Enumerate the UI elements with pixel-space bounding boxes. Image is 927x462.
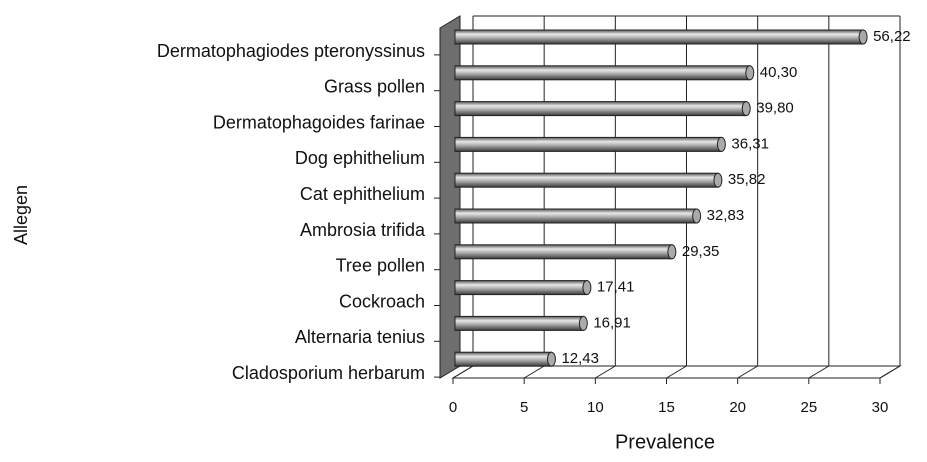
y-tick-label: Grass pollen xyxy=(324,77,425,97)
bar-cap xyxy=(667,244,677,260)
bar-cap xyxy=(582,280,592,296)
tick-mark xyxy=(808,365,830,379)
data-label: 35,82 xyxy=(728,171,766,188)
y-tick-label: Dog ephithelium xyxy=(295,148,425,168)
bar-cap xyxy=(858,29,868,45)
bar-cap xyxy=(716,136,726,152)
data-label: 16,91 xyxy=(593,314,631,331)
bar-cap xyxy=(578,315,588,331)
tick-mark xyxy=(666,365,687,379)
data-label: 40,30 xyxy=(760,64,798,81)
bar-cap xyxy=(546,351,556,367)
bar xyxy=(454,101,747,117)
y-tick-label: Dermatophagiodes pteronyssinus xyxy=(157,41,425,61)
data-label: 32,83 xyxy=(707,207,745,224)
data-label: 29,35 xyxy=(682,243,720,260)
bar xyxy=(454,208,698,224)
bar xyxy=(454,351,552,367)
x-tick-label: 10 xyxy=(587,399,604,416)
x-tick-label: 5 xyxy=(520,399,528,416)
bar-cap xyxy=(745,65,755,81)
bar-cap xyxy=(741,101,751,117)
tick-mark xyxy=(737,365,758,379)
data-label: 36,31 xyxy=(731,135,769,152)
x-tick-label: 30 xyxy=(872,399,889,416)
y-tick-label: Cladosporium herbarum xyxy=(232,363,425,383)
y-tick-label: Tree pollen xyxy=(336,256,425,276)
bar xyxy=(454,244,673,260)
y-tick-label: Alternaria tenius xyxy=(295,327,425,347)
x-axis-title: Prevalence xyxy=(615,431,715,453)
tick-mark xyxy=(879,365,901,379)
tick-mark xyxy=(523,365,545,379)
y-tick-label: Dermatophagoides farinae xyxy=(213,112,425,132)
bar-cap xyxy=(713,172,723,188)
y-tick-label: Ambrosia trifida xyxy=(300,220,426,240)
y-axis-title: Allegen xyxy=(11,185,31,245)
bar xyxy=(454,172,719,188)
y-tick-label: Cat ephithelium xyxy=(300,184,425,204)
x-tick-label: 25 xyxy=(800,399,817,416)
tick-mark xyxy=(595,365,616,379)
y-tick-label: Cockroach xyxy=(339,291,425,311)
bar xyxy=(454,29,864,45)
data-label: 56,22 xyxy=(873,28,911,45)
x-tick-label: 0 xyxy=(449,399,457,416)
x-tick-label: 20 xyxy=(729,399,746,416)
bar-cap xyxy=(692,208,702,224)
x-tick-label: 15 xyxy=(658,399,675,416)
bar xyxy=(454,136,722,152)
bar xyxy=(454,315,584,331)
data-label: 39,80 xyxy=(756,100,794,117)
data-label: 17,41 xyxy=(597,279,635,296)
data-label: 12,43 xyxy=(561,350,599,367)
bar xyxy=(454,280,588,296)
tick-mark xyxy=(452,365,474,379)
bar xyxy=(454,65,751,81)
